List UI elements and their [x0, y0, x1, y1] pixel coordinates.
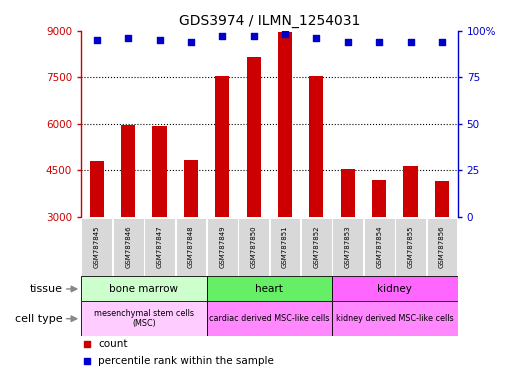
Bar — [215, 76, 229, 217]
Point — [124, 35, 132, 41]
Point — [155, 37, 164, 43]
Point — [281, 31, 289, 38]
Text: percentile rank within the sample: percentile rank within the sample — [98, 356, 274, 366]
Bar — [332, 276, 458, 301]
Point — [218, 33, 226, 40]
Bar — [82, 218, 112, 276]
Text: GSM787856: GSM787856 — [439, 225, 445, 268]
Point — [83, 341, 91, 347]
Bar — [310, 76, 323, 217]
Bar — [81, 301, 207, 336]
Bar — [364, 218, 394, 276]
Text: GSM787848: GSM787848 — [188, 225, 194, 268]
Bar — [333, 218, 363, 276]
Bar — [238, 218, 269, 276]
Bar — [153, 126, 166, 217]
Text: GSM787847: GSM787847 — [156, 225, 163, 268]
Text: heart: heart — [255, 284, 283, 294]
Point — [375, 39, 383, 45]
Text: GSM787852: GSM787852 — [313, 225, 320, 268]
Bar — [332, 301, 458, 336]
Bar — [404, 166, 417, 217]
Text: cell type: cell type — [15, 314, 62, 324]
Text: GSM787845: GSM787845 — [94, 225, 100, 268]
Point — [312, 35, 321, 41]
Text: GSM787850: GSM787850 — [251, 225, 257, 268]
Bar — [372, 180, 386, 217]
Bar — [207, 218, 237, 276]
Bar — [184, 161, 198, 217]
Point — [344, 39, 352, 45]
Text: GSM787851: GSM787851 — [282, 225, 288, 268]
Text: cardiac derived MSC-like cells: cardiac derived MSC-like cells — [209, 314, 329, 323]
Point — [249, 33, 258, 40]
Bar — [144, 218, 175, 276]
Point — [93, 37, 101, 43]
Text: count: count — [98, 339, 128, 349]
Bar — [207, 301, 332, 336]
Text: GSM787849: GSM787849 — [219, 225, 225, 268]
Bar — [435, 181, 449, 217]
Bar — [427, 218, 457, 276]
Bar — [301, 218, 332, 276]
Text: GSM787854: GSM787854 — [376, 225, 382, 268]
Bar — [121, 126, 135, 217]
Bar — [176, 218, 206, 276]
Text: kidney: kidney — [378, 284, 412, 294]
Point — [438, 39, 446, 45]
Title: GDS3974 / ILMN_1254031: GDS3974 / ILMN_1254031 — [179, 14, 360, 28]
Text: tissue: tissue — [29, 284, 62, 294]
Bar — [395, 218, 426, 276]
Bar — [247, 57, 260, 217]
Point — [187, 39, 195, 45]
Point — [406, 39, 415, 45]
Bar — [270, 218, 300, 276]
Point — [83, 358, 91, 364]
Bar — [207, 276, 332, 301]
Bar — [81, 276, 207, 301]
Bar — [341, 169, 355, 217]
Text: kidney derived MSC-like cells: kidney derived MSC-like cells — [336, 314, 453, 323]
Text: mesenchymal stem cells
(MSC): mesenchymal stem cells (MSC) — [94, 309, 194, 328]
Bar — [113, 218, 143, 276]
Text: GSM787846: GSM787846 — [125, 225, 131, 268]
Bar — [90, 161, 104, 217]
Text: GSM787853: GSM787853 — [345, 225, 351, 268]
Text: GSM787855: GSM787855 — [407, 225, 414, 268]
Bar — [278, 32, 292, 217]
Text: bone marrow: bone marrow — [109, 284, 178, 294]
